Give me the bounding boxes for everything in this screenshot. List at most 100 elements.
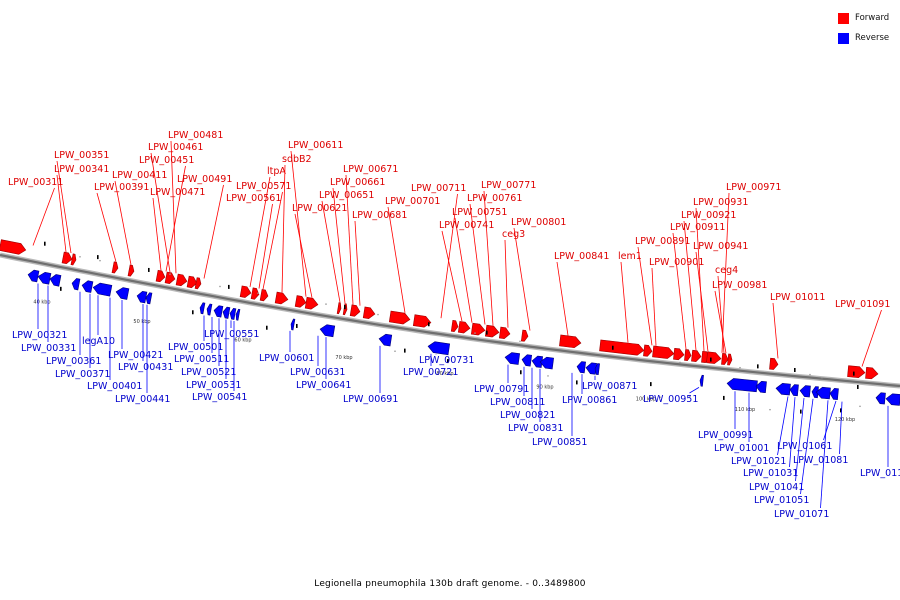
forward-leader-line: [152, 197, 162, 271]
forward-leader-line: [56, 160, 72, 254]
forward-gene-label: LPW_00621: [292, 203, 347, 214]
forward-leader-line: [469, 203, 486, 325]
legend-reverse: Reverse: [838, 28, 889, 48]
reverse-gene-label: LPW_00321: [12, 330, 67, 341]
reverse-leader-line: [789, 397, 796, 468]
reverse-leader-line: [839, 401, 843, 455]
marker-dot-18: [769, 408, 771, 411]
scale-tick-label: 60 kbp: [234, 338, 251, 344]
forward-leader-line: [281, 164, 286, 293]
scale-mark-18: [723, 395, 725, 400]
forward-gene-22: [450, 320, 459, 332]
marker-dot-8: [429, 355, 431, 358]
forward-gene-9: [194, 277, 202, 290]
forward-gene-31: [652, 345, 675, 359]
marker-dot-19: [809, 373, 811, 376]
forward-gene-7: [175, 273, 188, 287]
forward-gene-label: LPW_01011: [770, 292, 825, 303]
forward-gene-38: [727, 353, 733, 366]
reverse-gene-6: [115, 287, 130, 300]
forward-leader-line: [440, 193, 458, 319]
reverse-gene-label: LPW_00871: [582, 381, 637, 392]
reverse-gene-9: [199, 302, 206, 315]
forward-gene-label: LPW_00911: [670, 222, 725, 233]
reverse-gene-7: [136, 290, 148, 304]
reverse-gene-label: LPW_01041: [749, 482, 804, 493]
reverse-gene-15: [290, 318, 296, 331]
reverse-gene-label: LPW_00361: [46, 356, 101, 367]
reverse-swatch: [838, 32, 849, 44]
backbone: [0, 253, 900, 388]
forward-gene-label: LPW_00801: [511, 217, 566, 228]
scale-mark-6: [266, 325, 268, 330]
forward-leader-line: [114, 180, 132, 265]
reverse-gene-12: [222, 306, 231, 319]
reverse-leader-line: [800, 398, 814, 495]
reverse-gene-label: LPW_01031: [743, 468, 798, 479]
reverse-gene-label: LPW_00731: [419, 355, 474, 366]
reverse-gene-label: legA10: [82, 336, 115, 347]
reverse-gene-label: LPW_00371: [55, 369, 110, 380]
forward-leader-line: [150, 152, 171, 273]
reverse-gene-label: LPW_00861: [562, 395, 617, 406]
forward-gene-17: [342, 303, 348, 316]
forward-gene-32: [673, 347, 685, 361]
marker-dot-9: [474, 332, 476, 334]
forward-gene-1: [61, 251, 73, 265]
scale-mark-13: [520, 370, 522, 375]
reverse-gene-label: LPW_00421: [108, 350, 163, 361]
reverse-gene-label: LPW_00521: [181, 367, 236, 378]
reverse-gene-label: LPW_01111: [860, 468, 900, 479]
forward-gene-label: LPW_00931: [693, 197, 748, 208]
reverse-gene-23: [576, 361, 586, 374]
forward-gene-label: LPW_00761: [467, 193, 522, 204]
scale-mark-7: [296, 323, 298, 328]
reverse-gene-label: LPW_00551: [204, 329, 259, 340]
reverse-gene-label: LPW_01051: [754, 495, 809, 506]
forward-leader-line: [683, 220, 697, 351]
forward-leader-line: [721, 192, 730, 353]
forward-gene-label: LPW_00391: [94, 182, 149, 193]
forward-leader-line: [56, 174, 67, 253]
forward-leader-line: [332, 187, 346, 304]
scale-mark-1: [60, 286, 62, 291]
forward-gene-label: LPW_00341: [54, 164, 109, 175]
forward-gene-5: [155, 269, 166, 283]
marker-dot-11: [547, 375, 549, 377]
forward-leader-line: [294, 213, 313, 298]
forward-gene-label: LPW_00651: [319, 190, 374, 201]
forward-gene-33: [684, 349, 692, 362]
reverse-gene-4: [81, 280, 94, 293]
scale-mark-0: [44, 241, 46, 246]
reverse-leader-line: [820, 400, 829, 509]
forward-gene-label: LPW_00671: [343, 164, 398, 175]
forward-leader-line: [483, 190, 494, 326]
reverse-gene-1: [37, 271, 52, 285]
reverse-gene-label: LPW_00791: [474, 384, 529, 395]
reverse-gene-34: [829, 388, 839, 400]
marker-dot-12: [599, 388, 601, 391]
forward-gene-label: LPW_00891: [635, 236, 690, 247]
scale-mark-11: [447, 359, 449, 364]
forward-gene-11: [250, 287, 260, 300]
forward-gene-4: [127, 264, 135, 277]
forward-leader-line: [354, 220, 361, 306]
reverse-gene-14: [235, 308, 241, 321]
marker-dot-20: [821, 376, 823, 379]
forward-gene-8: [186, 275, 198, 289]
reverse-gene-label: LPW_00531: [186, 380, 241, 391]
forward-gene-label: sdbB2: [282, 154, 312, 165]
forward-leader-line: [258, 203, 273, 289]
reverse-gene-11: [213, 305, 224, 318]
forward-leader-line: [32, 187, 55, 246]
forward-gene-label: LPW_00611: [288, 140, 343, 151]
forward-gene-16: [336, 302, 342, 315]
forward-gene-label: LPW_00481: [168, 130, 223, 141]
scale-tick-label: 40 kbp: [33, 299, 50, 305]
forward-leader-line: [504, 239, 509, 328]
scale-mark-14: [576, 380, 578, 385]
forward-gene-label: LPW_01091: [835, 299, 890, 310]
forward-gene-40: [847, 365, 866, 378]
scale-tick-label: 100 kbp: [636, 397, 656, 403]
forward-gene-30: [643, 344, 653, 357]
